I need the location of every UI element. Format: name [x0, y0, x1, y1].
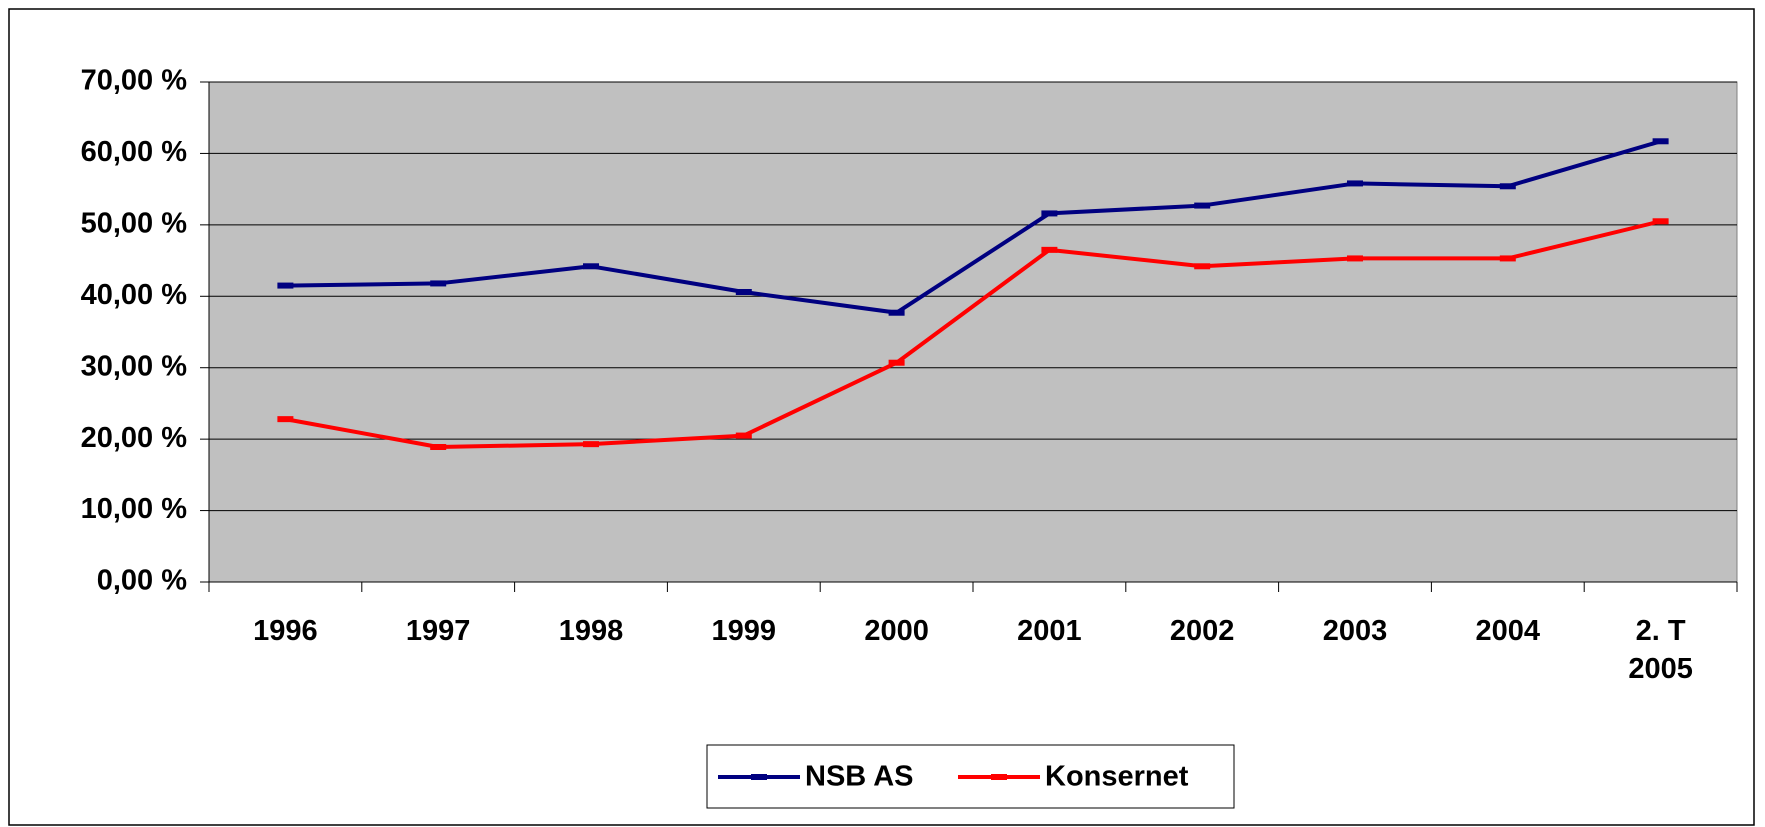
point-marker — [888, 359, 905, 366]
point-marker — [430, 280, 447, 287]
x-tick-label: 1999 — [711, 615, 777, 647]
x-tick-label: 2004 — [1475, 615, 1541, 647]
y-tick-label: 60,00 % — [81, 136, 188, 168]
data-line — [285, 219, 1662, 449]
x-tick-label: 2002 — [1169, 615, 1235, 647]
point-marker — [1347, 255, 1363, 262]
y-tick-label: 50,00 % — [81, 208, 188, 240]
point-marker — [1499, 183, 1516, 190]
point-marker — [735, 289, 752, 295]
x-tick-label: 1998 — [558, 615, 624, 647]
x-tick-label: 2000 — [864, 615, 929, 647]
point-marker — [735, 432, 752, 439]
y-tick-label: 30,00 % — [81, 350, 188, 382]
y-tick-label: 10,00 % — [81, 493, 188, 525]
legend-label: NSB AS — [805, 761, 914, 793]
x-tick-label: 2. T 2005 — [1628, 615, 1693, 685]
x-tick-label: 1996 — [253, 615, 318, 647]
point-marker — [1652, 218, 1669, 225]
point-marker — [583, 441, 599, 448]
point-marker — [1499, 255, 1516, 262]
x-tick-label: 2003 — [1322, 615, 1388, 647]
y-tick-label: 70,00 % — [81, 65, 188, 97]
y-tick-label: 40,00 % — [81, 279, 188, 311]
point-marker — [277, 282, 294, 289]
legend-label: Konsernet — [1045, 761, 1189, 793]
y-tick-label: 0,00 % — [97, 565, 187, 597]
legend-marker — [991, 774, 1007, 780]
data-line — [285, 139, 1662, 315]
point-marker — [888, 309, 905, 316]
x-tick-label: 2001 — [1017, 615, 1082, 647]
point-marker — [1347, 180, 1363, 187]
point-marker — [277, 416, 294, 423]
point-marker — [1041, 210, 1058, 217]
point-marker — [1194, 263, 1211, 270]
x-tick-label: 1997 — [405, 615, 471, 647]
point-marker — [583, 263, 599, 270]
point-marker — [1652, 138, 1669, 145]
plot-area — [208, 81, 1738, 583]
point-marker — [430, 444, 447, 450]
legend-marker — [751, 774, 767, 780]
point-marker — [1194, 202, 1211, 209]
y-tick-label: 20,00 % — [81, 422, 188, 454]
point-marker — [1041, 246, 1058, 253]
